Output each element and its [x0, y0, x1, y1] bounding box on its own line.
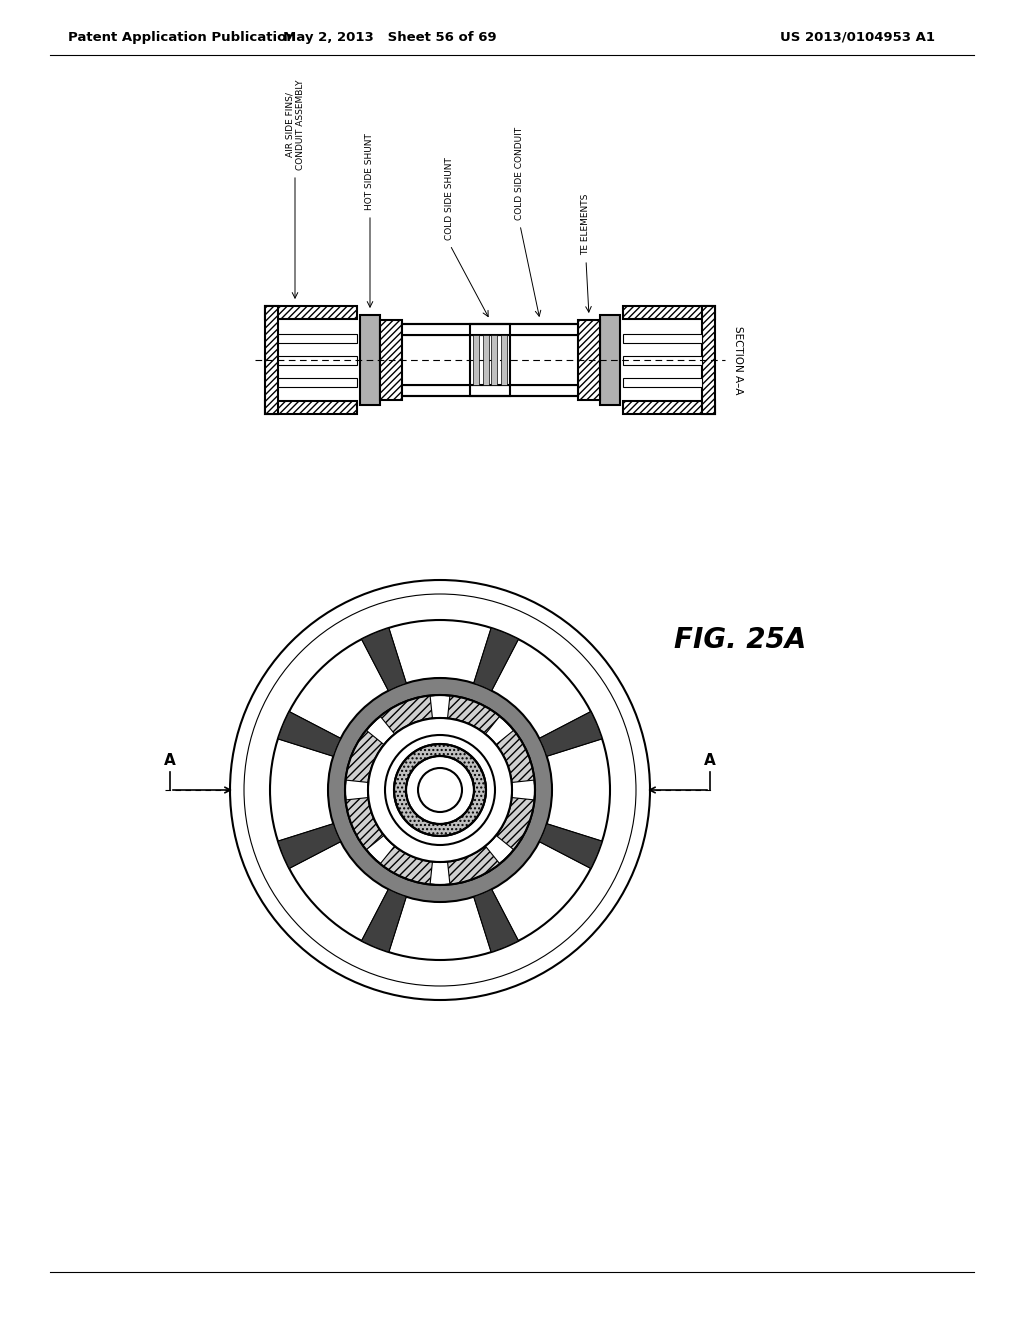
Bar	[623, 334, 702, 342]
Text: Patent Application Publication: Patent Application Publication	[68, 30, 296, 44]
Circle shape	[418, 768, 462, 812]
Bar	[265, 306, 278, 414]
Wedge shape	[345, 730, 384, 783]
Polygon shape	[278, 711, 341, 756]
Bar	[623, 355, 702, 364]
Bar	[702, 306, 715, 414]
Text: COLD SIDE CONDUIT: COLD SIDE CONDUIT	[515, 127, 524, 220]
Wedge shape	[345, 797, 384, 850]
Polygon shape	[540, 824, 602, 869]
Wedge shape	[496, 797, 535, 850]
Polygon shape	[278, 824, 341, 869]
Wedge shape	[380, 846, 432, 884]
Polygon shape	[361, 890, 407, 952]
Text: TE ELEMENTS: TE ELEMENTS	[582, 194, 591, 255]
Text: AIR SIDE FINS/
CONDUIT ASSEMBLY: AIR SIDE FINS/ CONDUIT ASSEMBLY	[286, 79, 305, 170]
Bar	[278, 334, 357, 342]
Bar	[600, 315, 620, 405]
Wedge shape	[368, 718, 512, 862]
Bar	[490, 335, 497, 385]
Wedge shape	[447, 846, 500, 884]
Bar	[380, 319, 402, 400]
Polygon shape	[540, 711, 602, 756]
Wedge shape	[394, 744, 486, 836]
Wedge shape	[447, 696, 500, 734]
Bar	[623, 401, 715, 414]
Text: May 2, 2013   Sheet 56 of 69: May 2, 2013 Sheet 56 of 69	[284, 30, 497, 44]
Text: COLD SIDE SHUNT: COLD SIDE SHUNT	[445, 157, 455, 240]
Bar	[473, 335, 479, 385]
Text: HOT SIDE SHUNT: HOT SIDE SHUNT	[366, 133, 375, 210]
Bar	[623, 378, 702, 387]
Bar	[578, 319, 600, 400]
Polygon shape	[361, 628, 407, 690]
Wedge shape	[496, 730, 535, 783]
Bar	[501, 335, 507, 385]
Bar	[402, 323, 578, 335]
Bar	[623, 306, 715, 319]
Bar	[265, 306, 357, 319]
Wedge shape	[328, 678, 552, 902]
Circle shape	[230, 579, 650, 1001]
Text: US 2013/0104953 A1: US 2013/0104953 A1	[780, 30, 935, 44]
Polygon shape	[474, 890, 518, 952]
Text: SECTION A–A: SECTION A–A	[733, 326, 743, 395]
Bar	[483, 335, 489, 385]
Bar	[470, 323, 510, 396]
Text: A: A	[705, 752, 716, 768]
Wedge shape	[380, 696, 432, 734]
Bar	[278, 378, 357, 387]
Text: FIG. 25A: FIG. 25A	[674, 626, 806, 653]
Text: A: A	[164, 752, 176, 768]
Bar	[278, 355, 357, 364]
Polygon shape	[474, 628, 518, 690]
Bar	[265, 401, 357, 414]
Bar	[360, 315, 380, 405]
Bar	[402, 385, 578, 396]
